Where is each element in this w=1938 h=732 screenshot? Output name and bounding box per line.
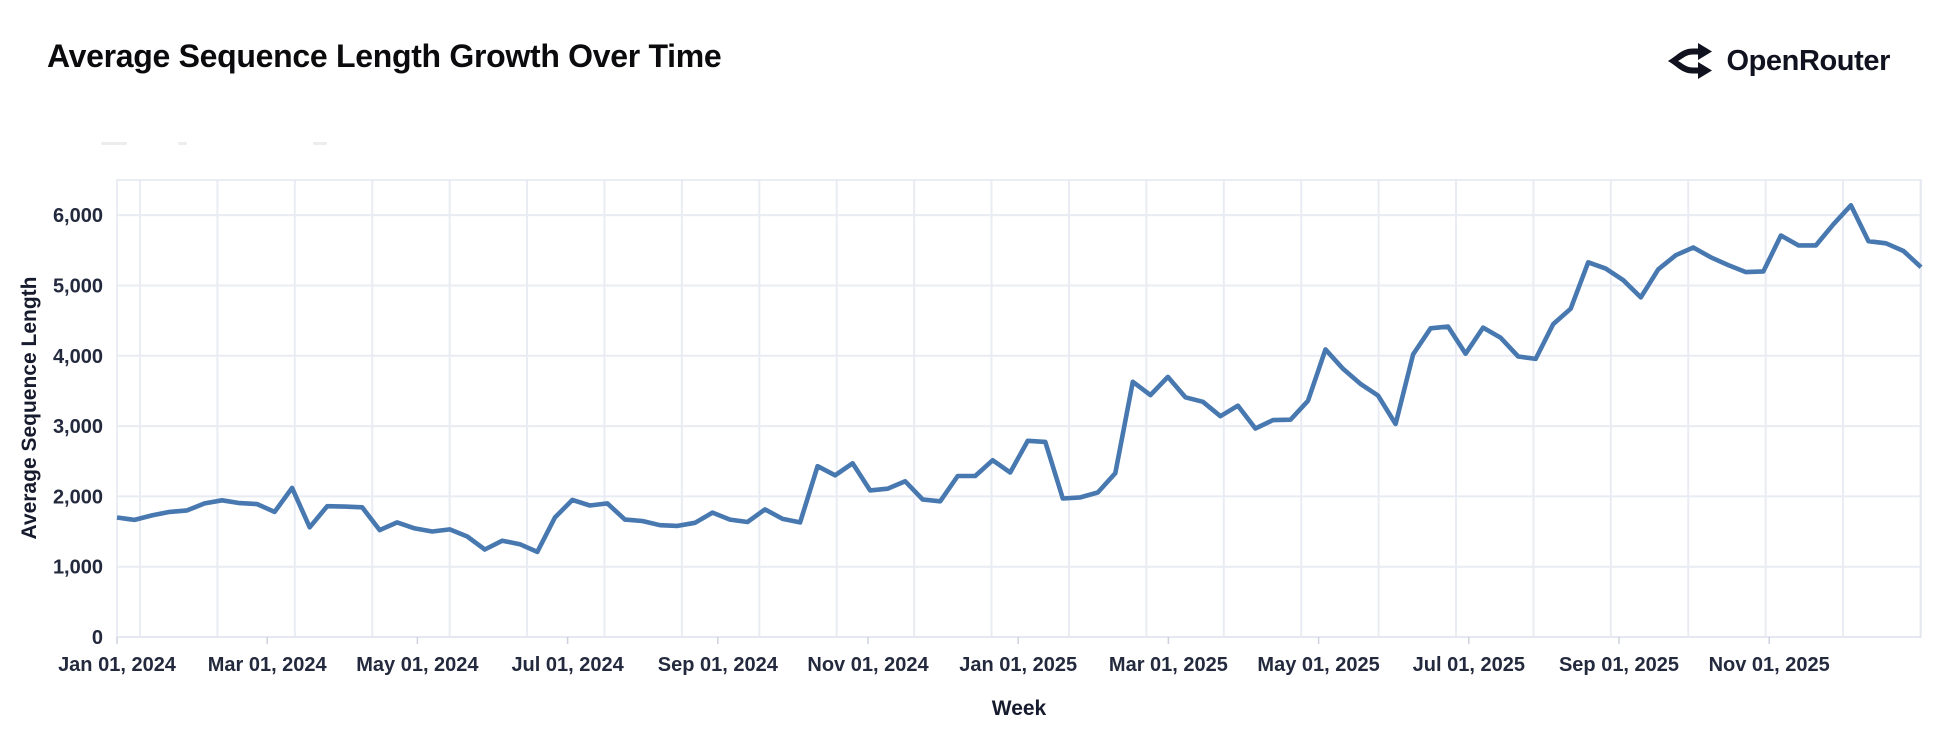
openrouter-logo-icon bbox=[1666, 42, 1713, 80]
x-tick-label: Nov 01, 2024 bbox=[807, 654, 929, 676]
y-tick-label: 5,000 bbox=[53, 275, 103, 297]
y-tick-label: 4,000 bbox=[53, 346, 103, 368]
page-title: Average Sequence Length Growth Over Time bbox=[47, 38, 722, 74]
x-tick-label: May 01, 2024 bbox=[356, 654, 479, 676]
y-tick-label: 0 bbox=[92, 627, 103, 649]
faded-legend-artifact bbox=[101, 142, 127, 145]
openrouter-brand: OpenRouter bbox=[1666, 42, 1890, 80]
x-tick-label: Jan 01, 2024 bbox=[58, 654, 177, 676]
faded-legend-artifact bbox=[178, 142, 187, 145]
x-axis-title: Week bbox=[991, 697, 1047, 720]
openrouter-brand-name: OpenRouter bbox=[1726, 44, 1890, 77]
y-tick-label: 1,000 bbox=[53, 557, 103, 579]
y-axis-title: Average Sequence Length bbox=[18, 276, 41, 540]
faded-legend-artifact bbox=[313, 142, 327, 145]
series-line bbox=[116, 203, 1923, 555]
y-tick-label: 2,000 bbox=[53, 486, 103, 508]
x-tick-label: Sep 01, 2024 bbox=[658, 654, 779, 676]
x-tick-label: May 01, 2025 bbox=[1257, 654, 1379, 676]
x-tick-label: Nov 01, 2025 bbox=[1709, 654, 1830, 676]
x-tick-label: Sep 01, 2025 bbox=[1559, 654, 1679, 676]
x-tick-label: Jan 01, 2025 bbox=[959, 654, 1077, 676]
x-tick-label: Jul 01, 2024 bbox=[511, 654, 624, 676]
y-tick-label: 6,000 bbox=[53, 205, 103, 227]
x-tick-label: Mar 01, 2025 bbox=[1109, 654, 1228, 676]
y-tick-label: 3,000 bbox=[53, 416, 103, 438]
x-tick-label: Jul 01, 2025 bbox=[1413, 654, 1525, 676]
x-tick-label: Mar 01, 2024 bbox=[208, 654, 328, 676]
